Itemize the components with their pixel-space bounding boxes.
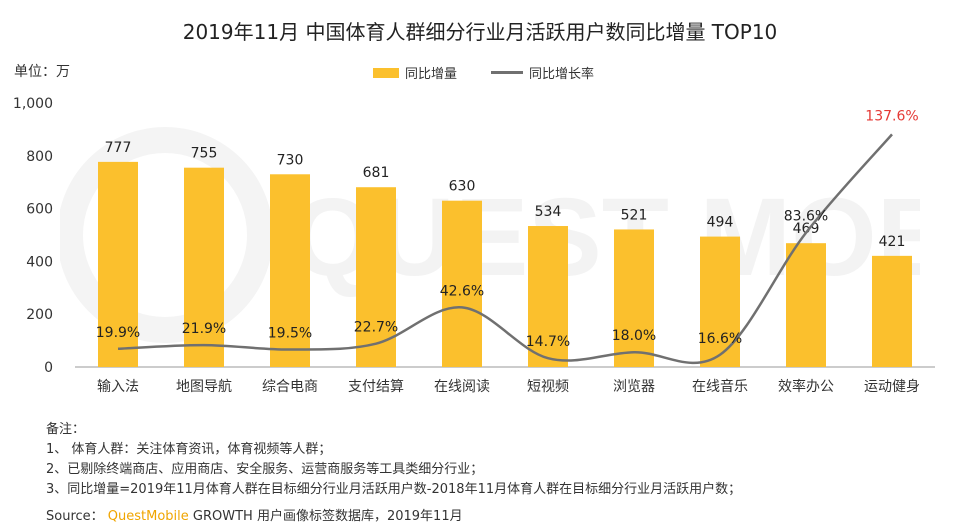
rate-label: 21.9%: [182, 321, 226, 337]
bar-value-label: 730: [277, 152, 304, 168]
rate-label: 22.7%: [354, 320, 398, 336]
rate-label: 16.6%: [698, 331, 742, 347]
bar: [528, 226, 568, 367]
x-tick-label: 效率办公: [778, 378, 834, 395]
bar-value-label: 494: [707, 215, 734, 231]
bar: [442, 200, 482, 367]
rate-label: 19.5%: [268, 325, 312, 341]
rate-label: 14.7%: [526, 334, 570, 350]
bar: [270, 174, 310, 367]
legend-line-swatch: [491, 71, 524, 74]
bar-value-label: 777: [105, 140, 132, 156]
legend-bar-label: 同比增量: [405, 67, 458, 82]
growth-rate-line: [117, 133, 893, 365]
x-tick-label: 支付结算: [348, 379, 404, 395]
unit-label: 单位：万: [14, 64, 70, 80]
source-line: Source： QuestMobile GROWTH 用户画像标签数据库，201…: [46, 505, 463, 524]
bar: [356, 187, 396, 367]
x-tick-label: 短视频: [527, 379, 569, 395]
bar: [872, 255, 912, 367]
chart: 0 200 400 600 800 1,000 777 输入法 755 地图导航 730 综合电商 68…: [13, 96, 935, 395]
note-line-1: 1、 体育人群：关注体育资讯，体育视频等人群；: [46, 442, 332, 457]
legend-bar-swatch: [373, 67, 399, 78]
rate-label: 83.6%: [784, 209, 828, 225]
y-tick-label: 400: [26, 254, 53, 270]
bar: [614, 229, 654, 367]
rate-label: 18.0%: [612, 328, 656, 344]
x-tick-label: 浏览器: [613, 379, 655, 395]
chart-title: 2019年11月 中国体育人群细分行业月活跃用户数同比增量 TOP10: [182, 20, 778, 44]
rate-label: 137.6%: [865, 108, 918, 124]
y-tick-label: 0: [44, 360, 53, 376]
notes-header: 备注：: [46, 422, 86, 437]
note-line-3: 3、同比增量=2019年11月体育人群在目标细分行业月活跃用户数-2018年11…: [46, 482, 742, 497]
x-tick-label: 综合电商: [262, 379, 318, 395]
x-tick-label: 在线音乐: [692, 378, 748, 395]
y-tick-label: 200: [26, 307, 53, 323]
bar-value-label: 681: [363, 165, 390, 181]
y-tick-label: 600: [26, 202, 53, 218]
bar: [786, 243, 826, 367]
bar-value-label: 630: [449, 179, 476, 195]
x-tick-label: 运动健身: [864, 379, 920, 395]
bar-value-label: 755: [191, 146, 218, 162]
bar-value-label: 534: [535, 204, 562, 220]
bar: [184, 167, 224, 367]
bar-value-label: 421: [879, 234, 906, 250]
bar: [700, 236, 740, 367]
legend: 同比增量 同比增长率: [373, 63, 594, 82]
y-tick-label: 1,000: [13, 96, 53, 112]
y-tick-label: 800: [26, 149, 53, 165]
bar: [98, 161, 138, 367]
rate-label: 19.9%: [96, 325, 140, 341]
bar-value-label: 521: [621, 207, 648, 223]
notes: 备注： 1、 体育人群：关注体育资讯，体育视频等人群； 2、已剔除终端商店、应用…: [46, 420, 741, 500]
note-line-2: 2、已剔除终端商店、应用商店、安全服务、运营商服务等工具类细分行业；: [46, 462, 484, 477]
x-tick-label: 输入法: [97, 379, 139, 395]
x-tick-label: 地图导航: [176, 379, 232, 395]
legend-line-label: 同比增长率: [529, 67, 595, 82]
rate-label: 42.6%: [440, 283, 484, 299]
x-tick-label: 在线阅读: [434, 378, 490, 395]
